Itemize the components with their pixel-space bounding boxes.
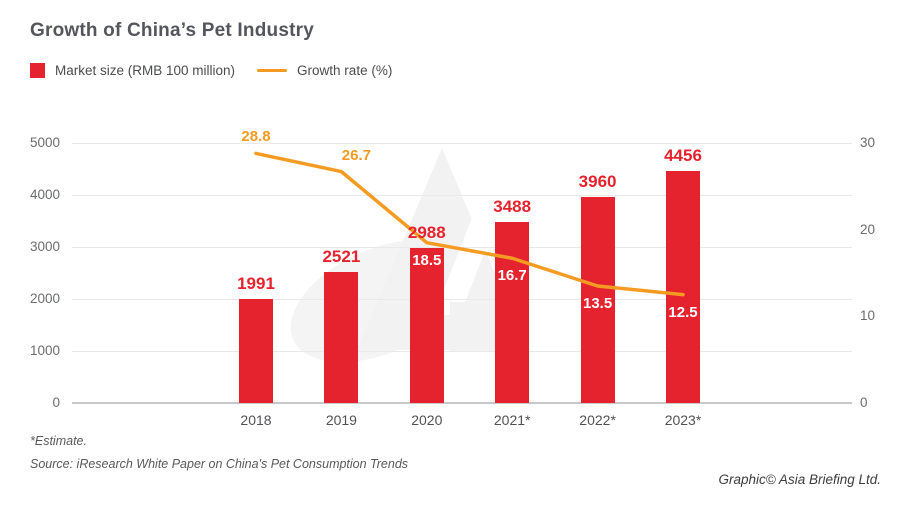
- x-axis-label: 2023*: [664, 412, 702, 428]
- x-axis-label: 2020: [411, 412, 443, 428]
- market-size-bar: [324, 271, 359, 403]
- line-series-label: Growth rate (%): [297, 63, 393, 78]
- grid-line: [72, 142, 852, 144]
- x-axis-label: 2022*: [579, 412, 616, 428]
- market-size-bar: [666, 171, 700, 403]
- bar-value-label: 3960: [578, 172, 617, 192]
- y-axis-left-tick: 4000: [29, 187, 60, 202]
- bar-series-swatch: [30, 63, 45, 78]
- bar-value-label: 2988: [407, 222, 446, 242]
- market-size-bar: [239, 299, 273, 403]
- y-axis-left-tick: 5000: [29, 135, 60, 150]
- y-axis-right-tick: 10: [860, 308, 876, 324]
- chart-title: Growth of China’s Pet Industry: [30, 20, 314, 41]
- grid-line: [72, 194, 852, 196]
- y-axis-left-tick: 2000: [29, 291, 60, 306]
- growth-rate-label: 18.5: [412, 251, 442, 269]
- credit-line: Graphic© Asia Briefing Ltd.: [718, 472, 881, 487]
- y-axis-left-tick: 3000: [29, 239, 60, 254]
- market-size-bar: [495, 221, 530, 403]
- growth-rate-label: 26.7: [341, 146, 371, 164]
- bar-value-label: 3488: [493, 196, 532, 216]
- growth-rate-label: 13.5: [582, 295, 613, 312]
- x-axis-label: 2018: [240, 412, 272, 428]
- grid-line: [72, 350, 852, 352]
- growth-rate-label: 16.7: [497, 267, 527, 285]
- bar-series-label: Market size (RMB 100 million): [55, 63, 236, 78]
- line-series-swatch: [257, 69, 288, 72]
- x-axis-label: 2021*: [493, 412, 531, 428]
- x-axis-label: 2019: [325, 412, 357, 428]
- source-line: Source: iResearch White Paper on China's…: [30, 457, 409, 471]
- bar-value-label: 4456: [664, 146, 702, 166]
- market-size-bar: [580, 197, 615, 403]
- legend: Market size (RMB 100 million) Growth rat…: [30, 63, 392, 78]
- bar-value-label: 1991: [237, 274, 275, 294]
- y-axis-left-tick: 1000: [29, 343, 60, 358]
- y-axis-right-tick: 20: [860, 221, 876, 237]
- grid-line: [72, 298, 852, 300]
- growth-rate-line: [254, 151, 685, 297]
- estimate-footnote: *Estimate.: [30, 434, 87, 448]
- y-axis-right-tick: 0: [860, 395, 868, 410]
- growth-rate-label: 12.5: [668, 303, 698, 321]
- market-size-bar: [409, 247, 444, 403]
- y-axis-right-tick: 30: [860, 135, 876, 150]
- bar-value-label: 2521: [322, 246, 361, 266]
- grid-line: [72, 246, 852, 248]
- grid-line: [72, 402, 852, 404]
- y-axis-left-tick: 0: [52, 395, 60, 410]
- growth-rate-label: 28.8: [241, 128, 271, 146]
